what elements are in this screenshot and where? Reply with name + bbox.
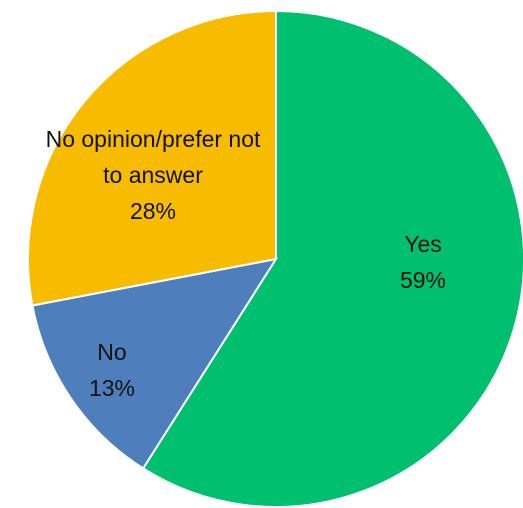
slice-label-no: No 13%	[89, 339, 135, 401]
slice-label-no-opinion-prefer-not-to-answer: No opinion/prefer not to answer 28%	[46, 126, 261, 224]
slice-label-percent: 28%	[130, 198, 176, 224]
slice-label-name: Yes	[404, 231, 442, 257]
slice-label-name-line: to answer	[103, 162, 203, 188]
slice-label-yes: Yes 59%	[400, 231, 446, 293]
slice-label-name-line: No opinion/prefer not	[46, 126, 261, 152]
pie-slices	[27, 9, 523, 508]
pie-labels: Yes 59% No 13% No opinion/prefer not to answe…	[46, 126, 446, 401]
pie-slice-no	[31, 257, 279, 470]
pie-slice-no-opinion-prefer-not-to-answer	[27, 9, 277, 307]
slice-label-name: No	[97, 339, 126, 365]
pie-slice-yes	[141, 9, 523, 508]
slice-label-percent: 13%	[89, 375, 135, 401]
slice-label-percent: 59%	[400, 267, 446, 293]
